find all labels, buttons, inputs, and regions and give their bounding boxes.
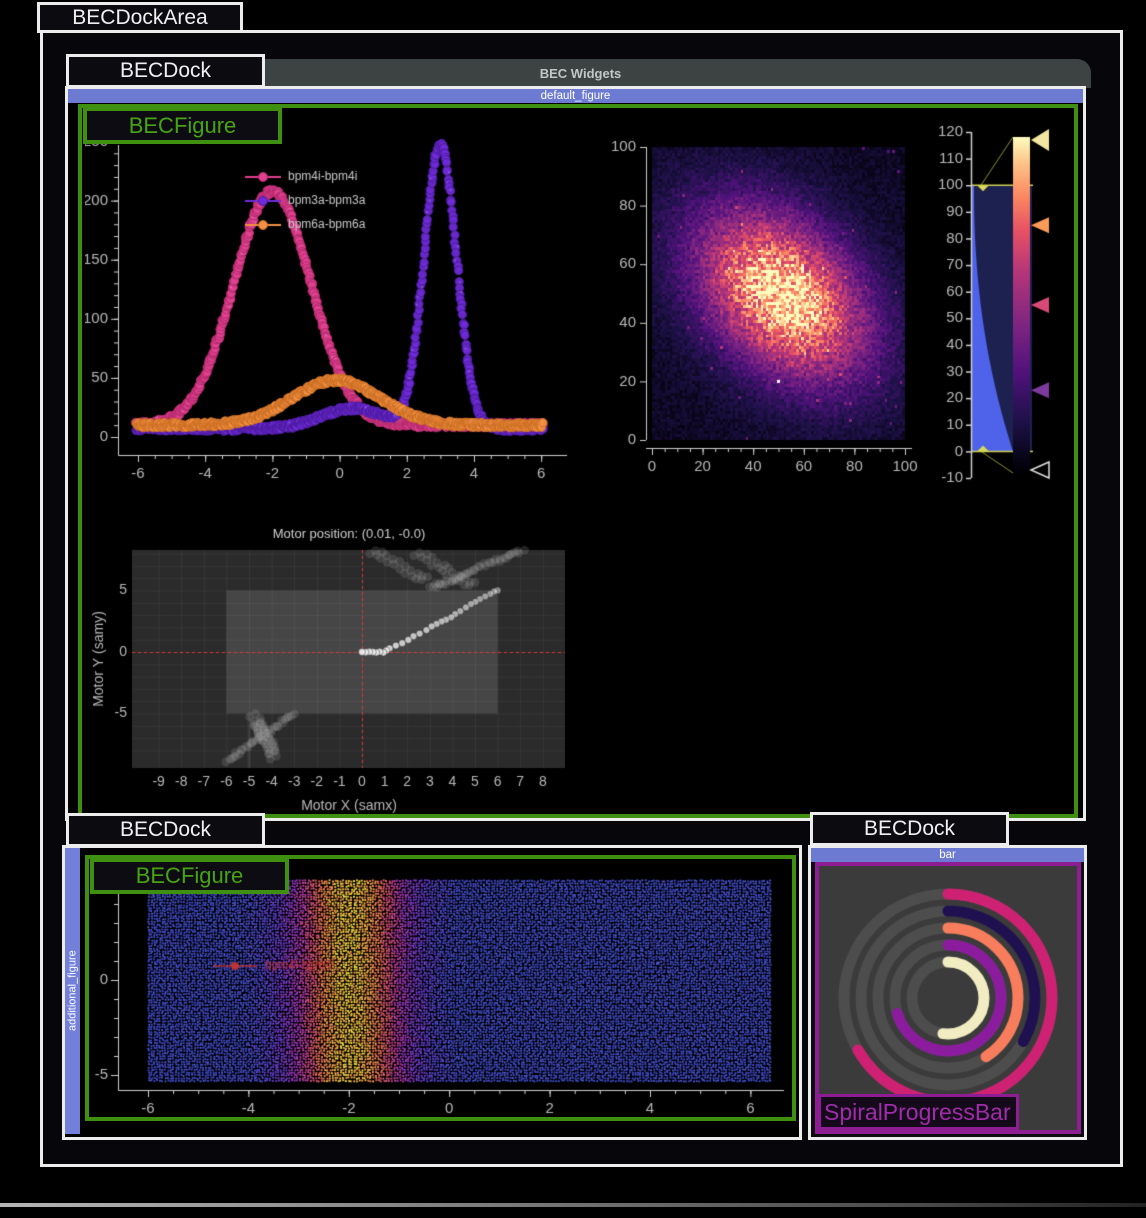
bottom-right-dock-label: BECDock <box>810 812 1009 846</box>
top-dock-label: BECDock <box>66 54 265 88</box>
bottom-figure-label: BECFigure <box>90 858 289 894</box>
bottom-left-dock-label: BECDock <box>66 813 265 847</box>
top-dock-title-bar[interactable]: default_figure <box>68 89 1083 103</box>
dock-area-title-label: BECDockArea <box>37 2 243 33</box>
waveform-plot-canvas[interactable] <box>85 133 600 485</box>
top-figure-label: BECFigure <box>83 107 282 144</box>
bottom-right-dock-title-bar[interactable]: bar <box>811 848 1084 862</box>
heatmap-plot-canvas[interactable] <box>600 118 1146 496</box>
waterfall-plot-canvas[interactable] <box>89 859 792 1117</box>
spiral-widget-label: SpiralProgressBar <box>818 1094 1019 1130</box>
motor-map-canvas[interactable] <box>85 520 615 820</box>
window-shadow-line <box>0 1203 1146 1207</box>
bottom-left-dock-title-bar[interactable]: additional_figure <box>65 848 80 1134</box>
spiral-progress-canvas[interactable] <box>819 866 1077 1130</box>
